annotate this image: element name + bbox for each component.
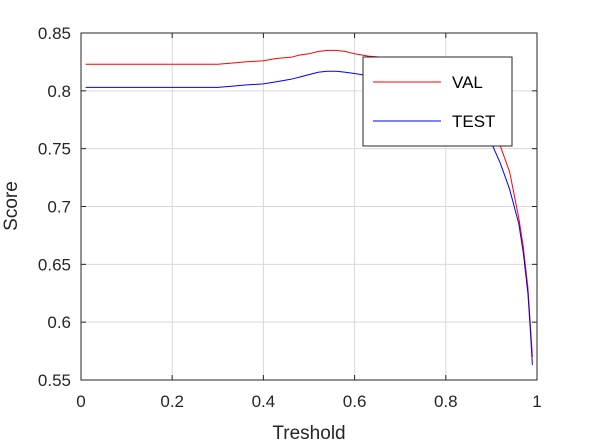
y-axis-label: Score xyxy=(1,181,22,231)
legend-box xyxy=(362,56,513,147)
x-tick-label: 0 xyxy=(76,392,85,411)
y-tick-label: 0.7 xyxy=(47,198,71,217)
y-tick-label: 0.6 xyxy=(47,313,71,332)
series-line-val xyxy=(85,49,533,357)
x-tick-label: 0.8 xyxy=(434,392,458,411)
legend-label-val: VAL xyxy=(452,73,483,92)
x-tick-label: 0.4 xyxy=(252,392,276,411)
x-tick-label: 1 xyxy=(532,392,541,411)
y-tick-label: 0.65 xyxy=(38,255,71,274)
series-lines xyxy=(85,49,533,366)
ticks xyxy=(80,32,538,381)
series-line-test xyxy=(85,70,533,366)
legend-label-test: TEST xyxy=(452,112,495,131)
y-tick-label: 0.55 xyxy=(38,371,71,390)
grid xyxy=(80,32,538,381)
legend: VAL TEST xyxy=(362,56,513,147)
y-tick-label: 0.75 xyxy=(38,140,71,159)
x-tick-label: 0.2 xyxy=(160,392,184,411)
y-tick-labels: 0.55 0.6 0.65 0.7 0.75 0.8 0.85 xyxy=(38,24,71,390)
x-axis-label: Treshold xyxy=(272,423,345,440)
y-tick-label: 0.85 xyxy=(38,24,71,43)
x-tick-labels: 0 0.2 0.4 0.6 0.8 1 xyxy=(76,392,541,411)
x-tick-label: 0.6 xyxy=(343,392,367,411)
y-tick-label: 0.8 xyxy=(47,82,71,101)
